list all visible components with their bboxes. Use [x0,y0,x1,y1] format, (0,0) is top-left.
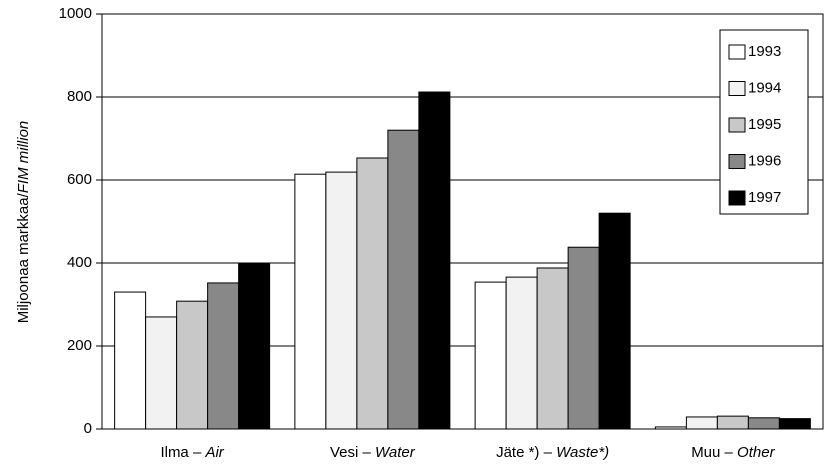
x-tick-label-part: Air [204,444,224,461]
legend-label: 1997 [748,189,781,206]
x-tick-label: Ilma – Air [160,444,224,461]
x-tick-label-part: Ilma – [160,444,205,461]
bar [505,276,538,430]
y-axis-label-part: FIM million [15,121,32,194]
legend-swatch [728,44,746,60]
y-axis-label-part: Miljoonaa markkaa/ [15,192,32,323]
bar [685,416,718,430]
plot-frame [101,13,824,430]
bar [567,246,600,430]
legend-label: 1994 [748,79,781,96]
bar [238,262,271,430]
legend-label: 1993 [748,43,781,60]
bar [356,157,389,430]
y-tick-label: 800 [67,88,92,105]
legend-label: 1996 [748,152,781,169]
bar [114,291,147,430]
legend-swatch [728,154,746,169]
y-tick-label: 0 [84,420,92,437]
bar [418,91,451,430]
bar [747,417,780,430]
bar [176,300,209,430]
legend-label: 1995 [748,116,781,133]
bar [207,282,240,430]
legend-swatch [728,81,746,96]
x-tick-label-part: Muu – [691,444,737,461]
bar [654,426,687,430]
x-tick-label: Muu – Other [691,444,775,461]
y-tick-label: 200 [67,337,92,354]
bar [294,173,327,430]
x-tick-label-part: Waste*) [556,444,609,461]
bar [536,267,569,430]
x-tick-label-part: Vesi – [330,444,375,461]
legend-swatch [728,190,746,206]
bar [145,316,178,430]
x-tick-label-part: Water [375,444,416,461]
x-tick-label-part: Other [737,444,776,461]
y-tick-label: 1000 [59,5,92,22]
bar [387,129,420,430]
bar [325,171,358,430]
x-tick-label: Vesi – Water [330,444,416,461]
bar [778,418,811,430]
y-tick-label: 400 [67,254,92,271]
x-tick-label: Jäte *) – Waste*) [496,444,609,461]
x-tick-label-part: Jäte *) – [496,444,556,461]
bar [598,212,631,430]
bar [474,281,507,430]
bar [716,415,749,430]
y-axis-label: Miljoonaa markkaa/FIM million [15,121,32,324]
y-tick-label: 600 [67,171,92,188]
legend-swatch [728,117,746,133]
